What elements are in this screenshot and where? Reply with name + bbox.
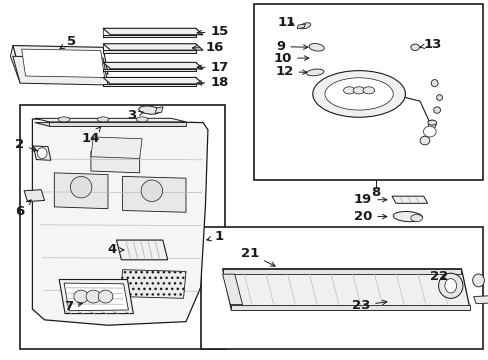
- Bar: [200, 226, 483, 348]
- Polygon shape: [297, 24, 305, 29]
- Polygon shape: [103, 84, 195, 86]
- Polygon shape: [21, 49, 104, 77]
- Text: 12: 12: [275, 65, 306, 78]
- Text: 5: 5: [60, 35, 76, 49]
- Bar: [20, 105, 224, 348]
- Text: 7: 7: [63, 300, 82, 313]
- Polygon shape: [103, 62, 203, 69]
- Text: 1: 1: [206, 230, 223, 243]
- Polygon shape: [24, 190, 44, 202]
- Text: 4: 4: [107, 243, 123, 256]
- Ellipse shape: [427, 120, 436, 125]
- Ellipse shape: [392, 211, 422, 222]
- Text: 8: 8: [371, 186, 380, 199]
- Polygon shape: [91, 137, 142, 158]
- Bar: [254, 4, 483, 180]
- Text: 2: 2: [15, 138, 37, 151]
- Polygon shape: [49, 122, 185, 126]
- Text: 10: 10: [273, 51, 308, 64]
- Text: 6: 6: [15, 200, 31, 218]
- Polygon shape: [222, 274, 242, 305]
- Ellipse shape: [423, 126, 435, 137]
- Ellipse shape: [343, 87, 354, 94]
- Ellipse shape: [419, 136, 429, 145]
- Ellipse shape: [438, 273, 462, 298]
- Polygon shape: [103, 69, 195, 71]
- Text: 9: 9: [276, 40, 307, 53]
- Ellipse shape: [362, 87, 374, 94]
- Ellipse shape: [70, 176, 92, 198]
- Polygon shape: [10, 45, 20, 83]
- Polygon shape: [64, 283, 128, 311]
- Polygon shape: [103, 28, 203, 35]
- Text: 21: 21: [241, 247, 275, 266]
- Ellipse shape: [325, 78, 392, 110]
- Polygon shape: [35, 123, 185, 126]
- Polygon shape: [91, 151, 140, 173]
- Text: 14: 14: [81, 127, 101, 145]
- Text: 22: 22: [429, 270, 447, 283]
- Polygon shape: [32, 119, 207, 325]
- Polygon shape: [33, 146, 51, 160]
- Polygon shape: [35, 118, 185, 122]
- Polygon shape: [222, 269, 461, 274]
- Ellipse shape: [472, 274, 484, 287]
- Polygon shape: [222, 269, 469, 310]
- Polygon shape: [13, 45, 108, 74]
- Ellipse shape: [436, 95, 442, 100]
- Polygon shape: [473, 296, 488, 304]
- Text: 15: 15: [197, 26, 228, 39]
- Ellipse shape: [308, 44, 324, 51]
- Polygon shape: [103, 44, 203, 50]
- Text: 11: 11: [277, 16, 295, 29]
- Polygon shape: [103, 77, 203, 84]
- Polygon shape: [59, 279, 133, 314]
- Ellipse shape: [97, 117, 109, 122]
- Ellipse shape: [312, 71, 405, 117]
- Polygon shape: [391, 196, 427, 203]
- Ellipse shape: [306, 69, 323, 76]
- Polygon shape: [103, 35, 195, 37]
- Text: 18: 18: [197, 76, 228, 89]
- Ellipse shape: [136, 117, 148, 122]
- Ellipse shape: [430, 80, 437, 87]
- Ellipse shape: [444, 279, 456, 293]
- Ellipse shape: [427, 120, 435, 129]
- Text: 16: 16: [192, 41, 224, 54]
- Ellipse shape: [410, 215, 422, 222]
- Polygon shape: [231, 305, 469, 310]
- Text: 19: 19: [353, 193, 386, 206]
- Polygon shape: [155, 107, 163, 113]
- Polygon shape: [103, 50, 195, 53]
- Ellipse shape: [58, 117, 70, 122]
- Ellipse shape: [98, 290, 113, 303]
- Text: 13: 13: [419, 38, 442, 51]
- Text: 20: 20: [353, 210, 386, 223]
- Polygon shape: [13, 56, 108, 85]
- Text: 23: 23: [351, 299, 386, 312]
- Polygon shape: [120, 270, 185, 298]
- Polygon shape: [54, 173, 108, 209]
- Ellipse shape: [433, 107, 440, 113]
- Ellipse shape: [86, 290, 101, 303]
- Polygon shape: [122, 176, 185, 212]
- Ellipse shape: [410, 44, 419, 50]
- Ellipse shape: [37, 148, 47, 158]
- Ellipse shape: [300, 23, 310, 29]
- Ellipse shape: [352, 87, 364, 94]
- Ellipse shape: [139, 106, 160, 114]
- Text: 3: 3: [127, 109, 143, 122]
- Text: 17: 17: [197, 61, 228, 74]
- Ellipse shape: [74, 290, 88, 303]
- Polygon shape: [116, 240, 167, 260]
- Ellipse shape: [141, 180, 162, 202]
